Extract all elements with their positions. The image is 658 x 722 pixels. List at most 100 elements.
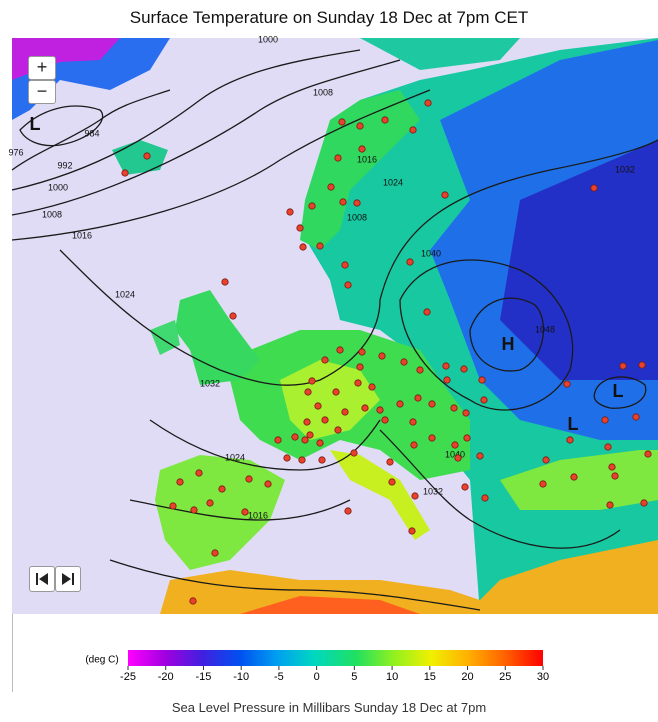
station-dot (143, 152, 151, 160)
station-dot (341, 408, 349, 416)
station-dot (443, 376, 451, 384)
station-dots (121, 99, 652, 605)
station-dot (428, 400, 436, 408)
station-dot (169, 502, 177, 510)
station-dot (306, 431, 314, 439)
station-dot (264, 480, 272, 488)
station-dot (338, 118, 346, 126)
pressure-center: L (613, 381, 624, 401)
station-dot (344, 507, 352, 515)
station-dot (381, 116, 389, 124)
station-dot (218, 485, 226, 493)
zoom-in[interactable]: + (28, 56, 56, 80)
station-dot (638, 361, 646, 369)
station-dot (206, 499, 214, 507)
isobar-label: 1016 (248, 510, 268, 520)
station-dot (476, 452, 484, 460)
isobar-label: 1016 (72, 230, 92, 240)
station-dot (296, 224, 304, 232)
station-dot (121, 169, 129, 177)
station-dot (308, 202, 316, 210)
legend-tick-label: -15 (196, 671, 212, 683)
station-dot (321, 416, 329, 424)
isobar-label: 1016 (357, 154, 377, 164)
isobar-label: 1032 (200, 378, 220, 388)
isobar-label: 1024 (383, 177, 403, 187)
station-dot (283, 454, 291, 462)
station-dot (195, 469, 203, 477)
station-dot (241, 508, 249, 516)
station-dot (608, 463, 616, 471)
station-dot (318, 456, 326, 464)
station-dot (376, 406, 384, 414)
station-dot (229, 312, 237, 320)
color-bar (128, 650, 543, 666)
station-dot (190, 506, 198, 514)
station-dot (386, 458, 394, 466)
station-dot (566, 436, 574, 444)
station-dot (301, 436, 309, 444)
station-dot (354, 379, 362, 387)
zoom-out[interactable]: − (28, 80, 56, 104)
station-dot (644, 450, 652, 458)
icon (36, 573, 48, 585)
legend-tick-label: -25 (120, 671, 136, 683)
station-dot (539, 480, 547, 488)
station-dot (211, 549, 219, 557)
legend-tick-label: -20 (158, 671, 174, 683)
station-dot (601, 416, 609, 424)
station-dot (396, 400, 404, 408)
station-dot (245, 475, 253, 483)
isobar-label: 1000 (48, 182, 68, 192)
station-dot (339, 198, 347, 206)
station-dot (442, 362, 450, 370)
station-dot (450, 404, 458, 412)
station-dot (423, 308, 431, 316)
pressure-center: L (568, 414, 579, 434)
isobar-label: 984 (84, 128, 99, 138)
station-dot (316, 439, 324, 447)
station-dot (461, 483, 469, 491)
step-forward[interactable] (55, 566, 81, 592)
station-dot (334, 426, 342, 434)
pressure-center: H (502, 334, 515, 354)
station-dot (414, 394, 422, 402)
station-dot (358, 348, 366, 356)
isobar-label: 992 (57, 160, 72, 170)
isobar-label: 1040 (445, 449, 465, 459)
station-dot (478, 376, 486, 384)
station-dot (298, 456, 306, 464)
map-view: 1000 1008 984 992 1000 1008 1016 1024 97… (8, 34, 658, 614)
legend-tick-label: 10 (386, 671, 398, 683)
pressure-center: L (30, 114, 41, 134)
station-dot (590, 184, 598, 192)
station-dot (563, 380, 571, 388)
station-dot (441, 191, 449, 199)
station-dot (400, 358, 408, 366)
isobar-label: 1024 (115, 289, 135, 299)
station-dot (361, 404, 369, 412)
station-dot (334, 154, 342, 162)
isobar-label: 1000 (258, 34, 278, 44)
station-dot (411, 492, 419, 500)
station-dot (388, 478, 396, 486)
station-dot (451, 441, 459, 449)
station-dot (410, 441, 418, 449)
isobar-label: 1008 (42, 209, 62, 219)
station-dot (299, 243, 307, 251)
station-dot (336, 346, 344, 354)
legend-tick-label: 5 (351, 671, 357, 683)
station-dot (463, 434, 471, 442)
isobar-label: 976 (8, 147, 23, 157)
station-dot (350, 449, 358, 457)
isobar-label: 1008 (313, 87, 333, 97)
station-dot (409, 126, 417, 134)
station-dot (381, 416, 389, 424)
legend-unit: (deg C) (85, 655, 118, 666)
legend-tick-label: -5 (274, 671, 284, 683)
step-back[interactable] (29, 566, 55, 592)
station-dot (356, 122, 364, 130)
station-dot (321, 356, 329, 364)
isobar-label: 1048 (535, 324, 555, 334)
